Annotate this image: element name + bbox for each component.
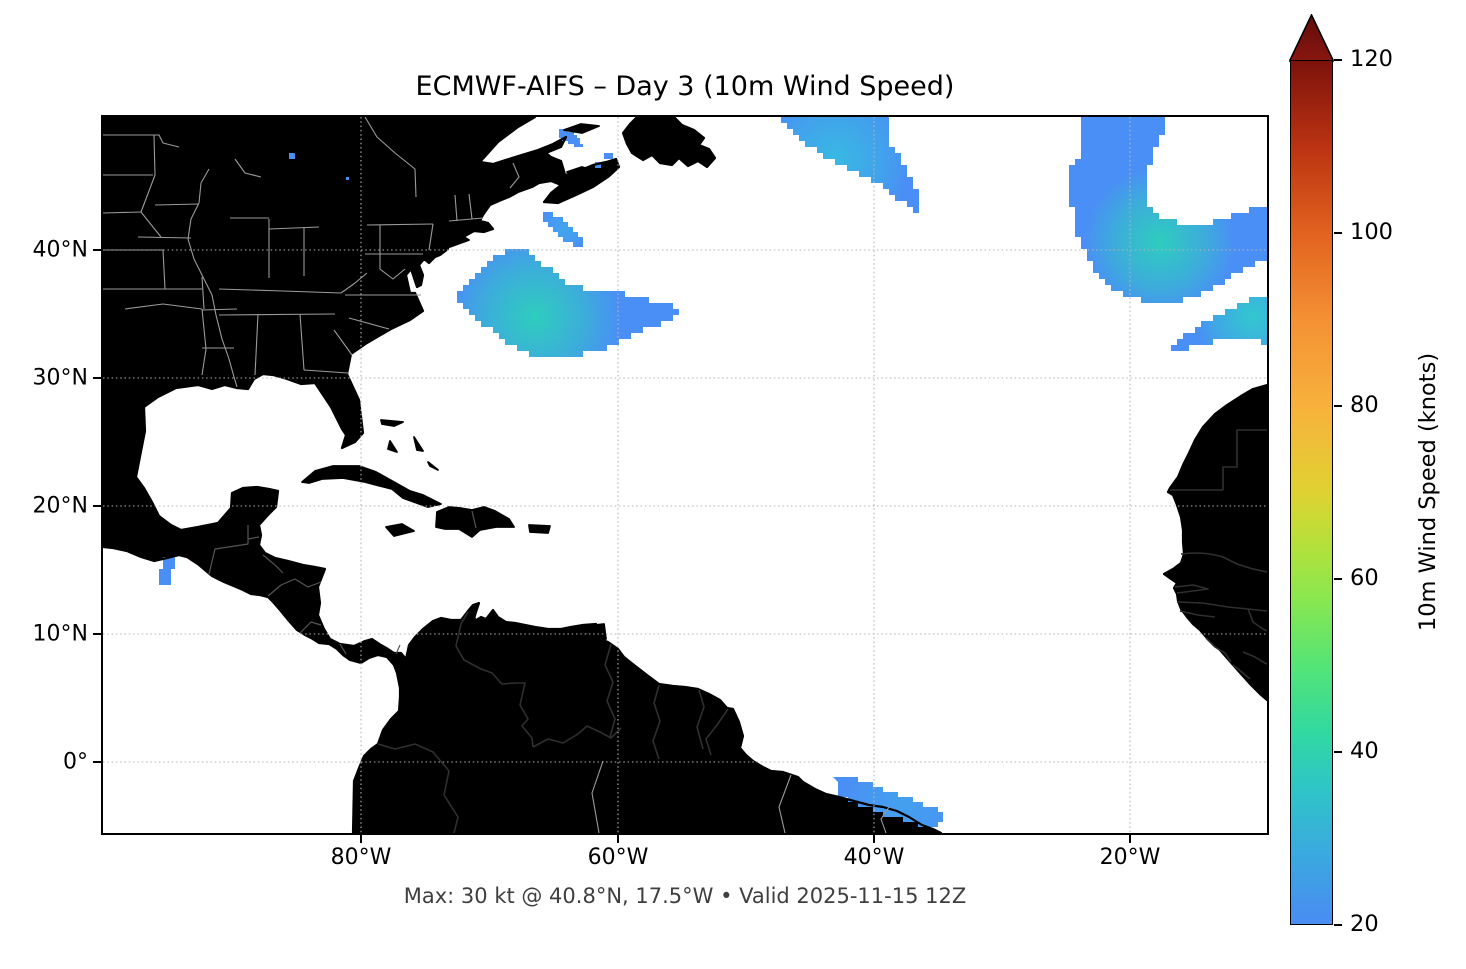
us-state-borders [103, 117, 520, 388]
wind-region-brazil-coast-band [833, 777, 943, 827]
x-axis-tick-label: 40°W [843, 845, 905, 870]
y-axis-tick-label: 20°N [32, 493, 88, 519]
colorbar-tick-label: 100 [1350, 218, 1393, 245]
wind-region-gulf-stlawrence-streak [559, 129, 583, 147]
wind-region-midatlantic-storm [457, 249, 679, 357]
map-line-layer [103, 117, 1267, 833]
colorbar-tick [1334, 59, 1342, 61]
colorbar-tick [1334, 578, 1342, 580]
wind-region-gulf-dot-1 [604, 153, 613, 159]
south-america-borders [377, 611, 890, 833]
wind-region-tehuantepec-gap-wind [159, 557, 175, 585]
island-bahamas [427, 461, 439, 471]
colorbar-axis-label: 10m Wind Speed (knots) [1415, 352, 1441, 632]
chart-title: ECMWF-AIFS – Day 3 (10m Wind Speed) [415, 71, 955, 102]
y-axis-tick [93, 505, 101, 507]
colorbar-tick [1334, 232, 1342, 234]
colorbar-tick [1334, 924, 1342, 926]
map-plot-area [101, 115, 1269, 835]
wind-speed-shading-layer [159, 117, 1267, 827]
wind-region-novascotia-streak [543, 212, 583, 247]
wind-region-northeast-atlantic-hook [1069, 117, 1267, 303]
wind-region-north-central-band [781, 117, 919, 213]
y-axis-tick [93, 249, 101, 251]
y-axis-tick [93, 377, 101, 379]
colorbar-tick-label: 80 [1350, 391, 1379, 418]
y-axis-tick-label: 10°N [32, 621, 88, 647]
colorbar-tick [1334, 405, 1342, 407]
y-axis-tick [93, 633, 101, 635]
x-axis-tick [617, 835, 619, 843]
x-axis-tick-label: 20°W [1099, 845, 1161, 870]
island-bahamas [387, 440, 398, 453]
y-axis-tick-label: 0° [63, 749, 88, 775]
central-america-borders [208, 510, 477, 655]
x-axis-tick-label: 60°W [587, 845, 649, 870]
max-valid-caption: Max: 30 kt @ 40.8°N, 17.5°W • Valid 2025… [403, 884, 967, 908]
colorbar-over-arrow-icon [1289, 14, 1334, 62]
x-axis-tick [873, 835, 875, 843]
colorbar [1290, 60, 1333, 925]
y-axis-tick-label: 40°N [32, 237, 88, 263]
colorbar-tick-label: 20 [1350, 910, 1379, 937]
y-axis-tick [93, 761, 101, 763]
great-lakes [172, 127, 481, 234]
x-axis-tick-label: 80°W [330, 845, 392, 870]
colorbar-tick [1334, 751, 1342, 753]
colorbar-tick-label: 120 [1350, 45, 1393, 72]
gridline-layer [103, 117, 1267, 833]
wind-region-east-atlantic-wedge [1165, 291, 1267, 351]
wind-region-lake-dot-1 [289, 153, 295, 159]
colorbar-tick-label: 60 [1350, 564, 1379, 591]
map-svg [103, 117, 1267, 833]
lake-maracaibo [463, 613, 480, 649]
colorbar-tick-label: 40 [1350, 737, 1379, 764]
x-axis-tick [360, 835, 362, 843]
wind-region-lake-dot-2 [346, 177, 349, 180]
x-axis-tick [1129, 835, 1131, 843]
y-axis-tick-label: 30°N [32, 365, 88, 391]
africa-borders [1170, 429, 1267, 680]
